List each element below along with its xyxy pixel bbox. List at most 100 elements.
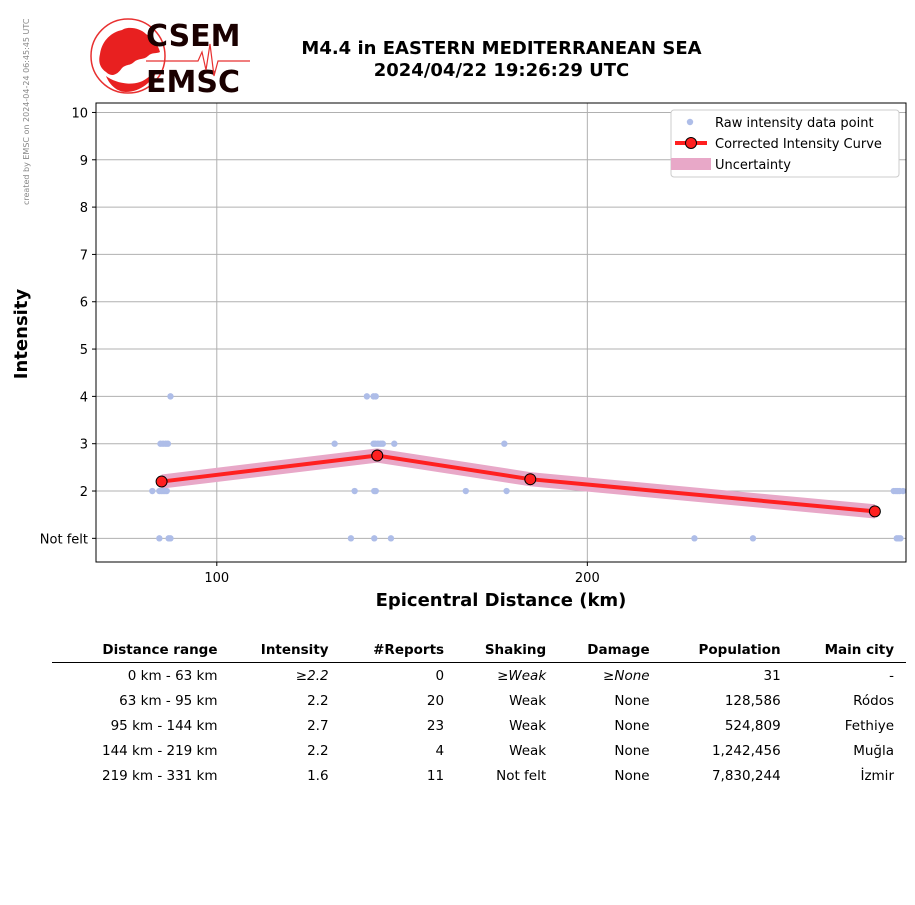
cell-intensity: ≥2.2: [295, 667, 329, 684]
raw-data-point: [462, 487, 469, 495]
cell-reports: 23: [426, 717, 445, 734]
corrected-curve: [155, 449, 881, 518]
y-tick-label: 5: [80, 343, 88, 358]
legend-curve-marker: [685, 137, 697, 149]
curve-point: [371, 449, 384, 462]
cell-city: Ródos: [853, 692, 894, 709]
axis-ticks: Not felt2345678910100200300: [40, 106, 600, 586]
cell-population: 7,830,244: [711, 767, 781, 784]
cell-city: İzmir: [860, 767, 894, 784]
raw-data-point: [347, 535, 355, 542]
col-intensity: Intensity: [229, 640, 341, 663]
curve-point: [868, 505, 881, 518]
cell-reports: 0: [435, 667, 445, 684]
table-row: 95 km - 144 km 2.7 23 Weak None 524,809 …: [52, 713, 906, 738]
cell-city: -: [889, 667, 894, 684]
legend-uncertainty-label: Uncertainty: [715, 158, 791, 173]
uncertainty-band: [161, 448, 875, 519]
cell-reports: 4: [435, 742, 445, 759]
legend-uncertainty-swatch: [671, 158, 711, 170]
table-row: 144 km - 219 km 2.2 4 Weak None 1,242,45…: [52, 738, 906, 763]
cell-range: 144 km - 219 km: [102, 742, 218, 759]
curve-line: [161, 453, 876, 514]
col-shaking: Shaking: [456, 640, 559, 663]
table-header-row: Distance range Intensity #Reports Shakin…: [52, 640, 906, 663]
col-population: Population: [661, 640, 793, 663]
y-tick-label: 9: [80, 154, 88, 169]
raw-data-point: [167, 535, 174, 542]
x-axis-label: Epicentral Distance (km): [376, 590, 627, 611]
cell-intensity: 2.2: [307, 742, 329, 759]
raw-data-point: [156, 535, 163, 542]
cell-damage: None: [614, 692, 650, 709]
y-tick-label: 8: [80, 201, 88, 216]
table-row: 63 km - 95 km 2.2 20 Weak None 128,586 R…: [52, 688, 906, 713]
col-damage: Damage: [558, 640, 662, 663]
chart-subtitle: 2024/04/22 19:26:29 UTC: [373, 60, 630, 81]
col-reports: #Reports: [340, 640, 457, 663]
raw-data-point: [387, 535, 395, 542]
y-tick-label: 2: [80, 485, 88, 500]
cell-range: 95 km - 144 km: [110, 717, 218, 734]
seismogram-line-icon: [146, 43, 250, 77]
raw-data-point: [897, 535, 904, 542]
x-tick-label: 100: [204, 571, 229, 586]
cell-city: Fethiye: [844, 717, 894, 734]
cell-reports: 20: [426, 692, 445, 709]
cell-range: 219 km - 331 km: [102, 767, 218, 784]
cell-shaking: Weak: [509, 717, 547, 734]
table-row: 0 km - 63 km ≥2.2 0 ≥Weak ≥None 31 -: [52, 663, 906, 689]
raw-data-point: [899, 487, 907, 495]
cell-reports: 11: [426, 767, 445, 784]
cell-population: 31: [763, 667, 781, 684]
y-tick-label: 6: [80, 296, 88, 311]
intensity-chart: Not felt2345678910100200300 Epicentral D…: [11, 102, 907, 611]
cell-range: 0 km - 63 km: [127, 667, 218, 684]
raw-points: [149, 393, 907, 542]
raw-data-point: [167, 393, 174, 400]
raw-data-point: [331, 440, 338, 447]
cell-city: Muğla: [853, 742, 894, 759]
raw-data-point: [391, 440, 398, 447]
cell-intensity: 1.6: [307, 767, 329, 784]
raw-data-point: [501, 440, 508, 447]
cell-damage: None: [614, 742, 650, 759]
y-tick-label: 7: [80, 248, 88, 263]
cell-intensity: 2.7: [307, 717, 329, 734]
cell-intensity: 2.2: [307, 692, 329, 709]
cell-shaking: Weak: [509, 692, 547, 709]
table-row: 219 km - 331 km 1.6 11 Not felt None 7,8…: [52, 763, 906, 788]
y-tick-label: 4: [80, 390, 88, 405]
raw-data-point: [379, 440, 386, 447]
cell-damage: None: [614, 717, 650, 734]
x-tick-label: 200: [575, 571, 600, 586]
plot-frame: [95, 102, 907, 563]
raw-data-point: [363, 393, 371, 400]
legend-raw-label: Raw intensity data point: [715, 116, 874, 131]
emsc-logo: CSEM EMSC: [90, 18, 250, 100]
cell-range: 63 km - 95 km: [119, 692, 218, 709]
cell-population: 524,809: [724, 717, 781, 734]
cell-shaking: Not felt: [496, 767, 547, 784]
chart-title: M4.4 in EASTERN MEDITERRANEAN SEA: [301, 38, 702, 59]
legend-box: [670, 109, 900, 178]
cell-population: 1,242,456: [711, 742, 781, 759]
cell-damage: ≥None: [603, 667, 650, 684]
raw-data-point: [372, 487, 379, 495]
uncertainty-band-area: [161, 448, 875, 519]
raw-data-point: [371, 535, 378, 542]
raw-data-point: [163, 487, 170, 495]
raw-data-point: [749, 535, 757, 542]
y-tick-label: 10: [71, 106, 88, 121]
y-tick-label: 3: [80, 438, 88, 453]
y-tick-label: Not felt: [40, 532, 88, 547]
cell-shaking: ≥Weak: [497, 667, 547, 684]
y-axis-label: Intensity: [11, 289, 32, 380]
logo-line1: CSEM: [146, 19, 241, 54]
raw-data-point: [164, 440, 172, 447]
logo-line2: EMSC: [146, 65, 240, 100]
cell-population: 128,586: [724, 692, 781, 709]
cell-damage: None: [614, 767, 650, 784]
raw-data-point: [149, 487, 156, 495]
raw-data-point: [503, 487, 510, 495]
